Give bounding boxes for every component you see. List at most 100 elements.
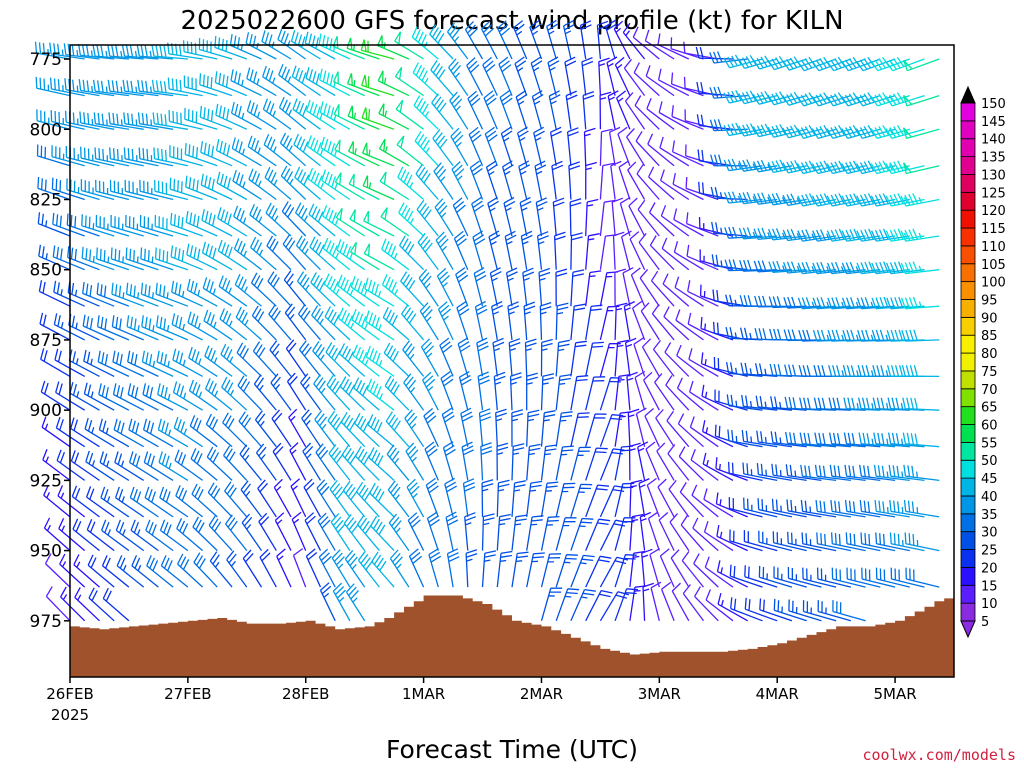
wind-barb xyxy=(348,141,380,167)
wind-barb xyxy=(35,76,71,97)
wind-barb xyxy=(902,432,940,448)
wind-barb xyxy=(464,512,477,551)
wind-barb xyxy=(756,463,793,482)
wind-barb xyxy=(68,349,100,377)
wind-barb xyxy=(153,147,189,167)
wind-barb xyxy=(562,20,575,60)
wind-barb xyxy=(455,267,469,307)
wind-barb xyxy=(742,462,778,482)
wind-barb xyxy=(109,179,144,201)
wind-barb xyxy=(565,90,578,130)
wind-barb xyxy=(453,230,469,270)
colorbar-segment xyxy=(960,334,976,354)
wind-barb xyxy=(585,447,608,481)
wind-barb xyxy=(152,112,189,130)
wind-barb xyxy=(354,412,380,448)
wind-barb xyxy=(334,139,366,167)
wind-barb xyxy=(66,213,100,237)
wind-barb xyxy=(345,583,366,622)
wind-barb xyxy=(599,377,623,411)
wind-barb xyxy=(623,301,635,341)
wind-barb xyxy=(383,342,410,377)
wind-barb xyxy=(84,417,115,448)
wind-barb xyxy=(310,272,336,307)
wind-barb xyxy=(266,235,292,271)
wind-barb xyxy=(511,551,529,588)
wind-barb xyxy=(832,600,866,622)
wind-barb xyxy=(57,485,86,518)
wind-barb xyxy=(83,382,115,411)
wind-barb xyxy=(138,147,174,167)
wind-barb xyxy=(157,383,189,411)
wind-barb xyxy=(242,549,263,588)
wind-barb xyxy=(599,128,613,166)
wind-barb xyxy=(738,191,778,205)
wind-barb xyxy=(323,273,351,307)
wind-barb xyxy=(385,411,410,448)
wind-barb xyxy=(662,273,690,307)
colorbar-tick-label: 75 xyxy=(981,365,998,380)
wind-barb xyxy=(650,270,675,307)
wind-barb xyxy=(269,340,292,377)
wind-barb xyxy=(186,243,218,271)
wind-barb xyxy=(400,271,425,307)
wind-barb xyxy=(278,96,307,130)
wind-barb xyxy=(861,567,896,588)
wind-barb xyxy=(540,587,563,621)
wind-barb xyxy=(107,44,144,60)
wind-barb xyxy=(743,497,778,518)
wind-barb xyxy=(667,444,690,481)
wind-barb xyxy=(381,238,410,271)
wind-barb xyxy=(344,549,366,588)
colorbar-tick-label: 15 xyxy=(981,579,998,594)
wind-barb xyxy=(267,271,292,307)
wind-barb xyxy=(903,500,940,518)
colorbar-segment xyxy=(960,602,976,622)
wind-barb xyxy=(905,567,940,588)
wind-barb xyxy=(477,371,490,411)
wind-barb xyxy=(500,126,513,167)
wind-barb xyxy=(493,371,506,411)
wind-barb xyxy=(872,397,910,411)
wind-barb xyxy=(555,339,570,377)
wind-barb xyxy=(110,214,144,237)
wind-barb xyxy=(414,130,439,167)
wind-barb xyxy=(446,548,460,588)
wind-barb xyxy=(511,514,528,551)
x-tick-label: 28FEB xyxy=(282,685,329,703)
wind-barb xyxy=(122,79,159,97)
colorbar-bottom-arrow xyxy=(960,620,976,639)
wind-barb xyxy=(637,199,660,237)
wind-barb xyxy=(676,344,704,377)
wind-barb xyxy=(204,345,233,377)
wind-barb xyxy=(483,90,498,130)
wind-barb xyxy=(583,127,596,166)
wind-barb xyxy=(352,344,380,377)
wind-barb xyxy=(522,267,535,307)
wind-barb xyxy=(724,226,763,239)
wind-barb xyxy=(608,126,621,166)
colorbar-tick-label: 85 xyxy=(981,329,998,344)
wind-barb xyxy=(388,513,410,551)
wind-barb xyxy=(628,442,641,481)
wind-barb xyxy=(251,305,277,341)
wind-barb xyxy=(526,515,544,551)
wind-barb xyxy=(743,530,778,552)
wind-barb xyxy=(407,512,425,551)
wind-barb xyxy=(442,441,456,481)
wind-barb xyxy=(797,261,837,275)
wind-barb xyxy=(169,145,203,167)
wind-barb xyxy=(639,511,652,551)
wind-barb xyxy=(831,567,866,588)
wind-barb xyxy=(172,348,203,377)
colorbar-tick-label: 55 xyxy=(981,436,998,451)
wind-barb xyxy=(56,449,86,481)
wind-barb xyxy=(417,232,439,271)
wind-barb xyxy=(137,112,174,130)
wind-barb xyxy=(403,373,425,411)
wind-barb xyxy=(424,441,439,481)
wind-barb xyxy=(638,232,660,271)
wind-barb xyxy=(292,98,321,130)
wind-barb xyxy=(900,296,940,310)
wind-barb xyxy=(670,549,690,588)
